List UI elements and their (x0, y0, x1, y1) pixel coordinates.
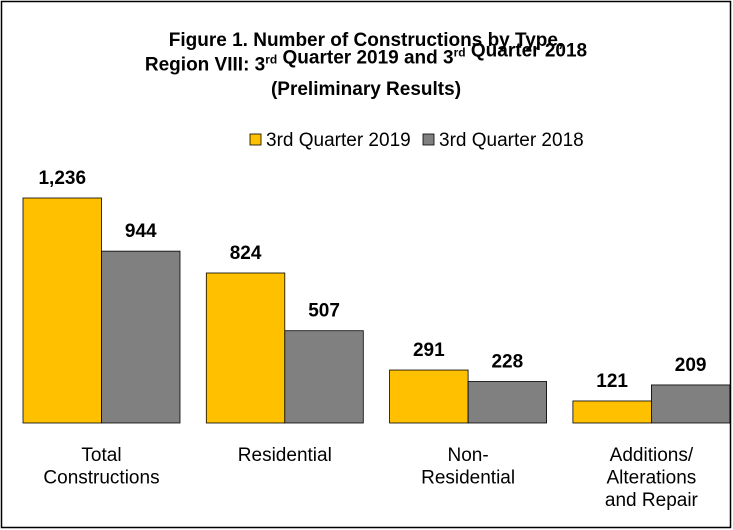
title-part: Region VIII: 3 (145, 55, 265, 76)
x-tick-label: Total Constructions (43, 445, 159, 489)
x-tick-label: Additions/Alterations and Repair (605, 445, 699, 511)
data-label: 824 (230, 243, 262, 264)
x-tick-label: Residential (238, 445, 332, 466)
bar (22, 197, 102, 424)
data-label: 209 (675, 355, 707, 376)
chart-title: Figure 1. Number of Constructions by Typ… (169, 30, 563, 51)
legend-label: 3rd Quarter 2018 (439, 130, 584, 151)
title-superscript: rd (265, 53, 277, 67)
bar (651, 384, 731, 424)
x-tick-line: Alterations (607, 468, 697, 489)
chart-title: (Preliminary Results) (271, 79, 461, 100)
data-label: 1,236 (38, 168, 86, 189)
chart-title: Region VIII: 3rd Quarter 2019 and 3rd Qu… (145, 41, 587, 76)
title-part: (Preliminary Results) (271, 79, 461, 100)
title-part: Quarter 2018 (466, 41, 587, 62)
x-tick-line: Residential (421, 468, 515, 489)
x-tick-line: Total (81, 445, 121, 466)
x-tick-line: Non- (448, 445, 489, 466)
data-label: 228 (491, 351, 523, 372)
x-tick-line: Additions/ (610, 445, 694, 466)
data-label: 944 (125, 221, 157, 242)
legend-swatch (249, 133, 262, 146)
x-tick-line: Residential (238, 445, 332, 466)
bar (467, 381, 548, 424)
bar (389, 369, 469, 424)
bar (101, 250, 181, 424)
x-tick-line: and Repair (605, 490, 699, 511)
title-part: Figure 1. Number of Constructions by Typ… (169, 30, 563, 51)
data-label: 291 (413, 340, 445, 361)
x-tick-line: Constructions (43, 468, 159, 489)
legend-label: 3rd Quarter 2019 (266, 130, 411, 151)
bar (284, 330, 364, 424)
bar (572, 400, 652, 424)
title-part: Quarter 2019 and 3 (277, 48, 453, 69)
data-label: 507 (308, 301, 340, 322)
legend-swatch (422, 133, 435, 146)
data-label: 121 (596, 371, 628, 392)
bar (205, 272, 286, 424)
x-tick-label: Non-Residential (421, 445, 515, 489)
title-superscript: rd (454, 46, 466, 60)
